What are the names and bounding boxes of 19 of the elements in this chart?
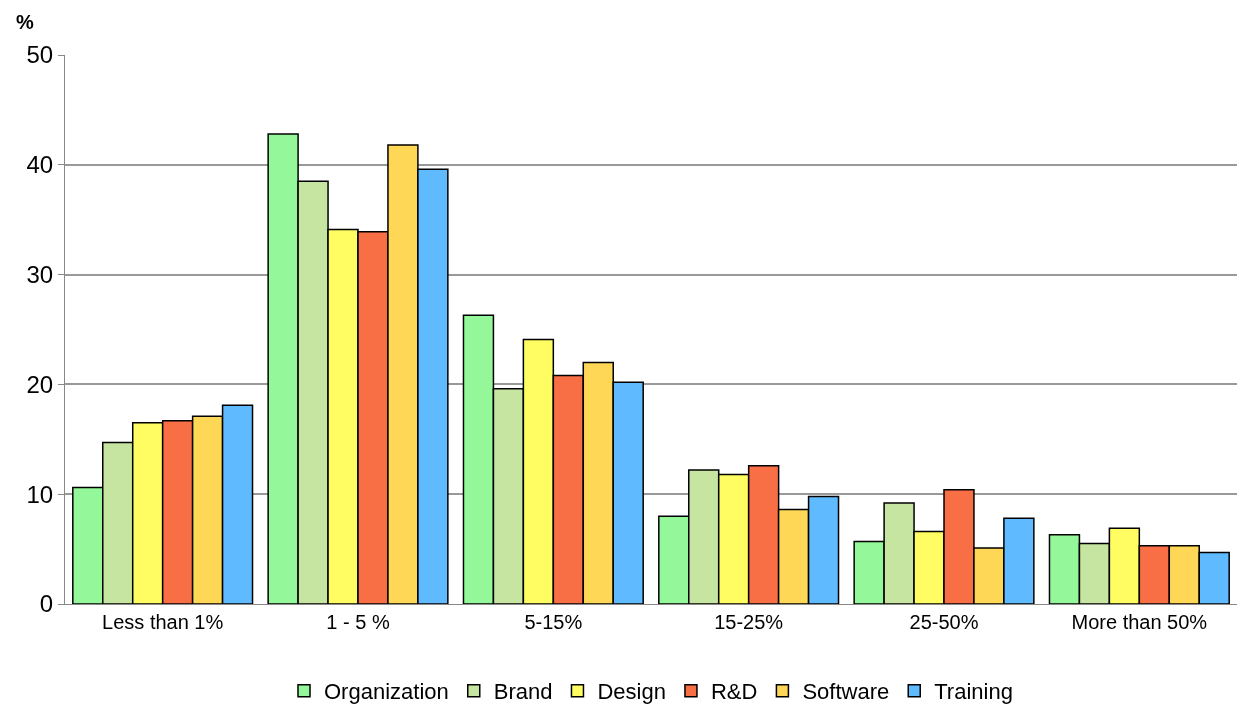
y-tick-label: 20 (26, 370, 54, 398)
x-tick-label: More than 50% (1071, 611, 1208, 633)
x-tick-label: 1 - 5 % (326, 611, 390, 633)
legend-label: Design (597, 679, 666, 705)
legend-label: Training (934, 679, 1013, 705)
legend-label: Brand (493, 679, 553, 705)
x-tick-label: Less than 1% (102, 611, 224, 633)
y-tick-label: 40 (26, 151, 54, 179)
y-tick-label: 30 (26, 261, 54, 288)
legend-label: Software (802, 679, 890, 705)
legend-label: Organization (324, 679, 449, 705)
y-tick-label: 50 (26, 41, 54, 69)
y-tick-label: 0 (39, 590, 54, 618)
legend-label: R&D (710, 679, 758, 705)
y-axis-title: % (16, 11, 34, 33)
x-tick-label: 5-15% (524, 611, 583, 633)
x-tick-label: 15-25% (714, 611, 784, 633)
y-tick-label: 10 (26, 480, 54, 508)
x-tick-label: 25-50% (909, 611, 979, 633)
